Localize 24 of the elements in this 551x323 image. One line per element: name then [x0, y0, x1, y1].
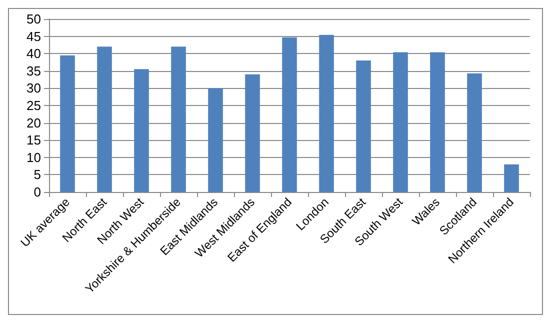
y-tick-label: 50	[26, 12, 41, 26]
y-tick-label: 40	[26, 46, 41, 62]
y-tick-label: 35	[26, 63, 41, 78]
bar	[134, 69, 149, 192]
bar	[393, 52, 408, 192]
y-tick-label: 30	[26, 80, 41, 96]
y-tick-label: 0	[34, 184, 41, 200]
y-tick-label: 20	[26, 115, 41, 130]
bar	[467, 73, 482, 192]
y-tick-label: 25	[26, 98, 41, 113]
bar	[97, 46, 112, 192]
bar	[208, 88, 223, 192]
y-tick-label: 5	[34, 167, 41, 182]
bar	[504, 164, 519, 192]
bar	[171, 46, 186, 192]
y-tick-label: 15	[26, 132, 41, 148]
y-tick-label: 10	[26, 150, 41, 165]
bar	[430, 52, 445, 192]
y-tick-label: 45	[26, 28, 41, 44]
bar	[60, 55, 75, 192]
bar	[282, 37, 297, 192]
bar	[245, 74, 260, 192]
bar	[356, 60, 371, 192]
bar	[319, 34, 334, 192]
